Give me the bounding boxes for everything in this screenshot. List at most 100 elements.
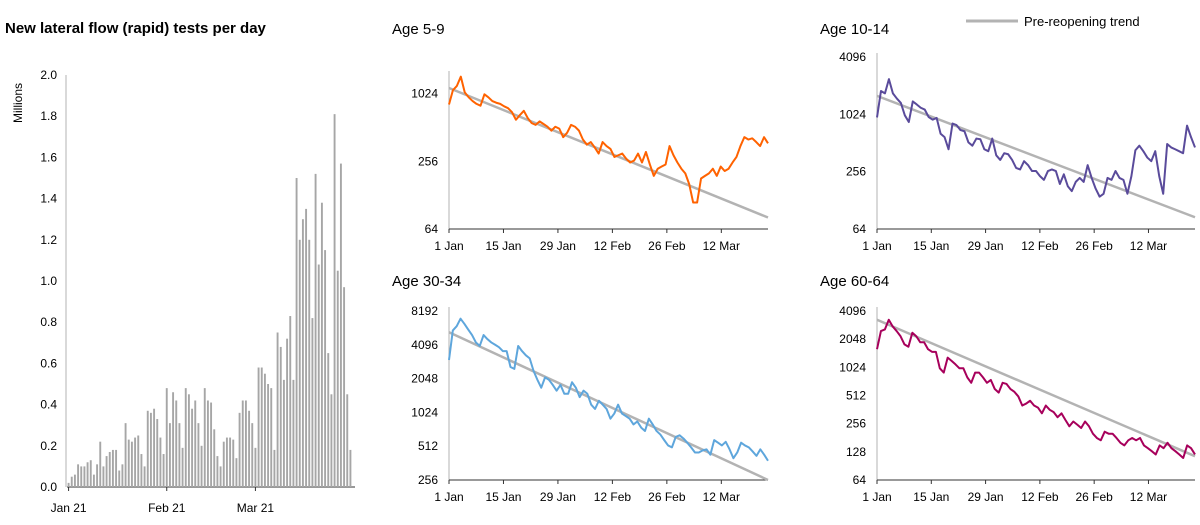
x-tick-label: Mar 21	[237, 501, 275, 515]
y-tick-label: 8192	[411, 304, 438, 318]
bar	[238, 412, 241, 487]
panel-age-30-34: Age 30-34 256 512 1024 2048 4096 8192 1 Jan 15 …	[392, 273, 769, 504]
bar	[102, 466, 105, 487]
bar	[273, 449, 276, 487]
bar	[324, 250, 327, 487]
bar	[213, 429, 216, 487]
y-tick-label: 256	[418, 154, 438, 168]
bar	[200, 445, 203, 487]
bar	[276, 332, 279, 487]
bar	[172, 392, 175, 487]
bar	[282, 379, 285, 487]
bar	[203, 388, 206, 487]
y-tick-label: 512	[846, 389, 866, 403]
bar	[279, 346, 282, 487]
panel-title: Age 30-34	[392, 273, 461, 290]
bar	[134, 437, 137, 487]
y-axis-label: Millions	[11, 83, 25, 123]
bar	[235, 458, 238, 487]
bar	[206, 400, 209, 487]
bar	[143, 466, 146, 487]
bar	[194, 400, 197, 487]
y-tick-label: 4096	[411, 338, 438, 352]
y-tick-label: 1024	[839, 360, 866, 374]
bar	[86, 462, 89, 487]
bar	[89, 460, 92, 487]
y-tick-label: 1024	[839, 107, 866, 121]
bar	[314, 173, 317, 487]
x-tick-label: 12 Feb	[1021, 239, 1059, 253]
y-tick-label: 128	[846, 445, 866, 459]
y-tick-label: 64	[425, 222, 439, 236]
x-tick-label: 15 Jan	[485, 239, 521, 253]
bar	[96, 464, 99, 487]
y-tick-label: 256	[846, 417, 866, 431]
panel-plot-area: 256 512 1024 2048 4096 8192 1 Jan 15 Jan 29 Jan 1…	[411, 304, 769, 504]
bar	[140, 454, 143, 487]
y-tick-label: 2048	[839, 332, 866, 346]
y-tick-label: 1024	[411, 405, 438, 419]
bar	[127, 439, 130, 487]
y-tick-label: 1024	[411, 87, 438, 101]
x-tick-labels: Jan 21 Feb 21 Mar 21	[51, 487, 275, 515]
x-tick-label: 12 Mar	[703, 490, 740, 504]
panel-plot-area: 64 256 1024 1 Jan 15 Jan 29 Jan 12 Feb 26 Feb 12…	[411, 71, 769, 253]
bar	[339, 163, 342, 487]
panel-plot-area: 64 128 256 512 1024 2048 4096 1 Jan 15 Jan 29 Jan…	[839, 304, 1196, 504]
x-tick-label: 12 Feb	[594, 239, 632, 253]
x-tick-label: 26 Feb	[648, 490, 686, 504]
chart-title: New lateral flow (rapid) tests per day	[5, 20, 267, 37]
series-line	[876, 78, 1196, 198]
bar	[181, 447, 184, 487]
x-tick-label: 1 Jan	[862, 239, 891, 253]
y-tick-label: 4096	[839, 50, 866, 64]
bar	[346, 394, 349, 487]
bar	[175, 400, 178, 487]
bar	[216, 456, 219, 487]
y-tick-label: 0.6	[40, 356, 57, 370]
x-tick-label: 29 Jan	[540, 239, 576, 253]
bar	[241, 400, 244, 487]
x-tick-label: 12 Mar	[703, 239, 740, 253]
panel-age-60-64: Age 60-64 64 128 256 512 1024 2048 4096 1 Jan 15…	[820, 273, 1196, 504]
panel-title: Age 5-9	[392, 21, 445, 38]
x-tick-label: 1 Jan	[434, 490, 463, 504]
bar	[333, 114, 336, 487]
bar	[320, 202, 323, 487]
bar	[83, 466, 86, 487]
x-tick-label: 26 Feb	[1075, 239, 1113, 253]
x-tick-label: 29 Jan	[540, 490, 576, 504]
y-tick-label: 256	[846, 165, 866, 179]
bar	[263, 373, 266, 487]
y-tick-label: 64	[853, 222, 867, 236]
bar	[257, 367, 260, 487]
bar	[99, 441, 102, 487]
series-line	[876, 318, 1196, 459]
bar	[108, 451, 111, 487]
x-tick-label: 15 Jan	[485, 490, 521, 504]
bar	[343, 287, 346, 487]
bar	[149, 412, 152, 487]
x-tick-label: 15 Jan	[913, 490, 949, 504]
bar	[77, 464, 80, 487]
y-tick-label: 0.0	[40, 480, 57, 494]
y-tick-label: 2.0	[40, 68, 57, 82]
y-tick-label: 1.2	[40, 233, 57, 247]
y-tick-labels: 0.0 0.2 0.4 0.6 0.8 1.0 1.2 1.4 1.6 1.8 2.0	[40, 68, 57, 494]
bar	[225, 437, 228, 487]
panel-title: Age 60-64	[820, 273, 889, 290]
bar	[184, 388, 187, 487]
y-tick-label: 1.0	[40, 274, 57, 288]
x-tick-label: 1 Jan	[862, 490, 891, 504]
bar	[121, 464, 124, 487]
bar	[295, 178, 298, 487]
y-tick-label: 0.8	[40, 315, 57, 329]
x-tick-label: 15 Jan	[913, 239, 949, 253]
y-tick-label: 256	[418, 473, 438, 487]
bar	[70, 476, 73, 487]
legend: Pre-reopening trend	[966, 14, 1140, 29]
y-tick-label: 0.4	[40, 398, 57, 412]
trend-line	[448, 86, 769, 219]
bar	[124, 423, 127, 487]
bar	[308, 239, 311, 487]
